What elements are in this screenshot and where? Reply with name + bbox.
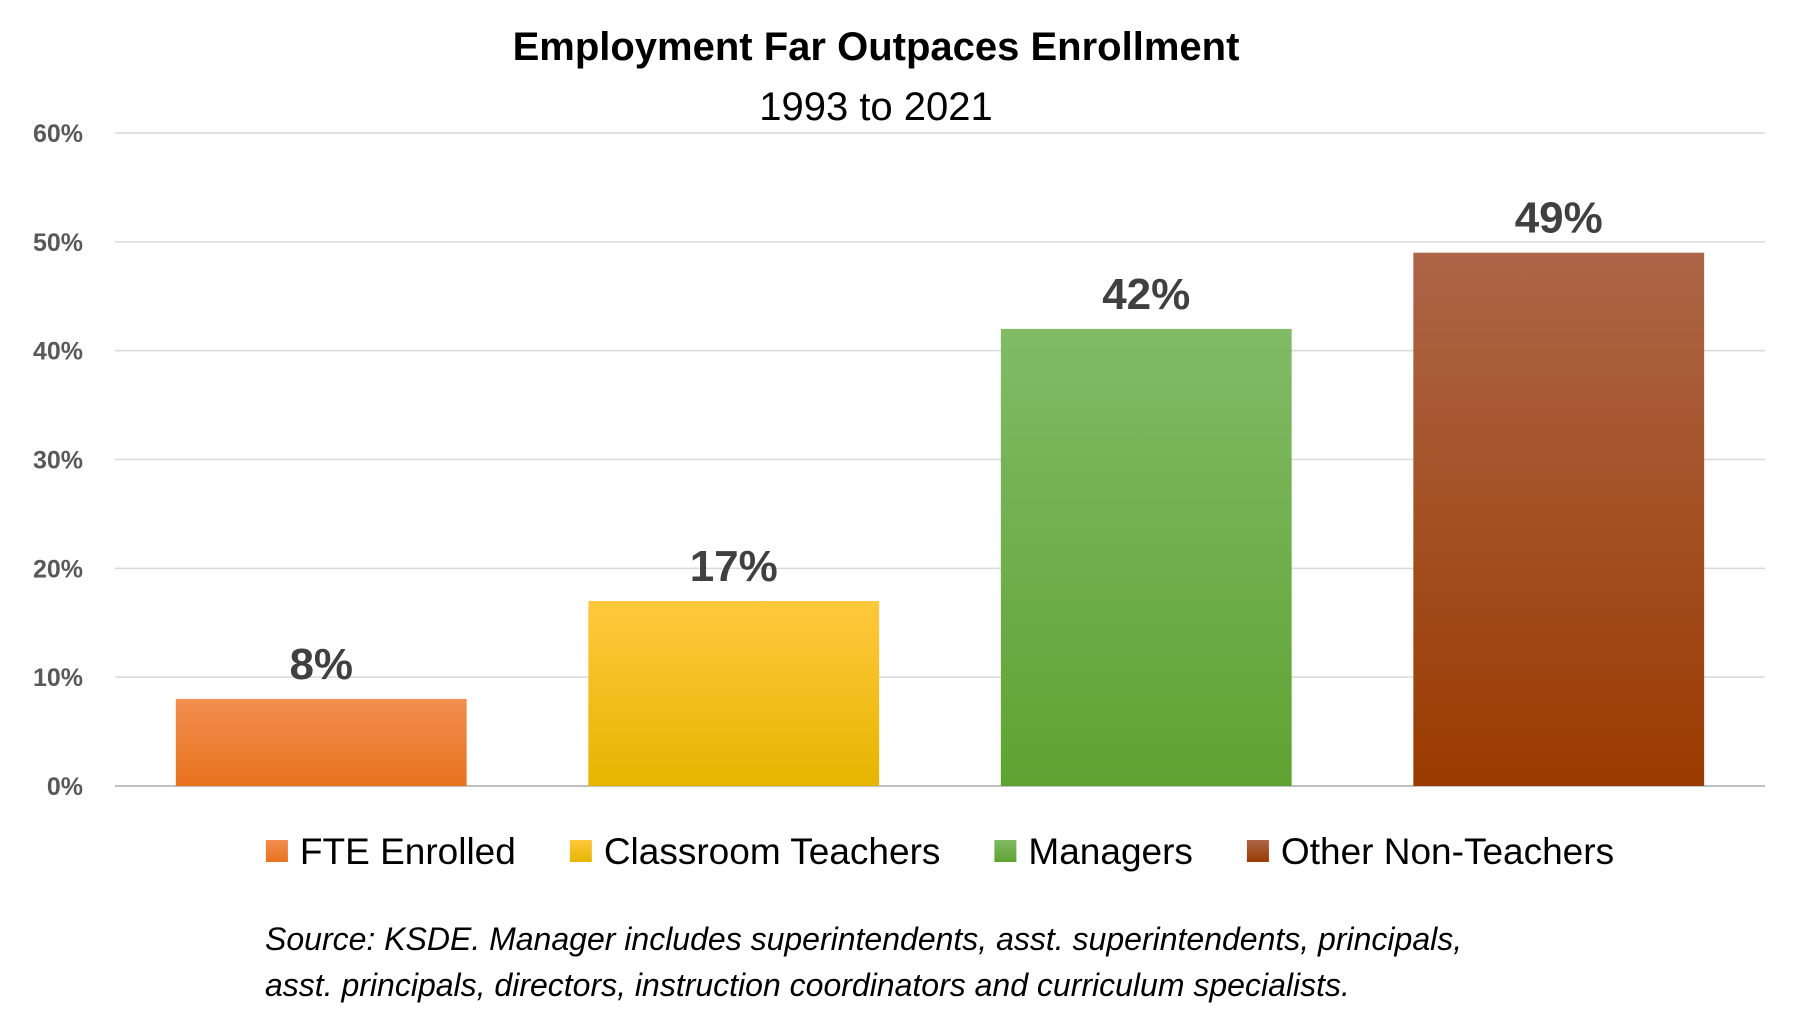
chart-subtitle: 1993 to 2021	[759, 85, 993, 129]
legend: FTE Enrolled Classroom Teachers Managers Ot…	[265, 831, 1614, 872]
legend-item: Managers	[994, 831, 1193, 872]
source-note-line-1: Source: KSDE. Manager includes superinte…	[265, 921, 1462, 957]
legend-item: Classroom Teachers	[569, 831, 941, 872]
legend-item: Other Non-Teachers	[1246, 831, 1614, 872]
y-tick-label: 10%	[33, 664, 83, 692]
y-tick-label: 60%	[33, 120, 83, 148]
legend-item: FTE Enrolled	[265, 831, 516, 872]
data-label: 8%	[289, 640, 353, 689]
legend-label: FTE Enrolled	[300, 831, 516, 872]
y-tick-label: 40%	[33, 338, 83, 366]
source-note-line-2: asst. principals, directors, instruction…	[265, 967, 1350, 1003]
legend-label: Classroom Teachers	[604, 831, 941, 872]
data-label: 42%	[1102, 270, 1190, 319]
data-labels: 8% 17% 42% 49%	[289, 194, 1602, 689]
bars	[175, 252, 1705, 786]
y-tick-label: 20%	[33, 555, 83, 583]
legend-label: Other Non-Teachers	[1281, 831, 1614, 872]
data-label: 49%	[1515, 194, 1603, 243]
legend-swatch	[994, 840, 1017, 862]
y-axis-ticks: 0% 10% 20% 30% 40% 50% 60%	[33, 120, 83, 801]
legend-swatch	[1246, 840, 1269, 862]
y-tick-label: 30%	[33, 447, 83, 475]
legend-swatch	[569, 840, 592, 862]
bar-managers	[1000, 328, 1292, 786]
y-tick-label: 50%	[33, 229, 83, 257]
bar-other-non-teachers	[1413, 252, 1705, 786]
bar-classroom-teachers	[588, 600, 880, 786]
bar-fte-enrolled	[175, 698, 467, 786]
legend-label: Managers	[1028, 831, 1193, 872]
legend-swatch	[265, 840, 288, 862]
chart-title: Employment Far Outpaces Enrollment	[513, 25, 1240, 69]
y-tick-label: 0%	[47, 773, 83, 801]
data-label: 17%	[690, 542, 778, 591]
